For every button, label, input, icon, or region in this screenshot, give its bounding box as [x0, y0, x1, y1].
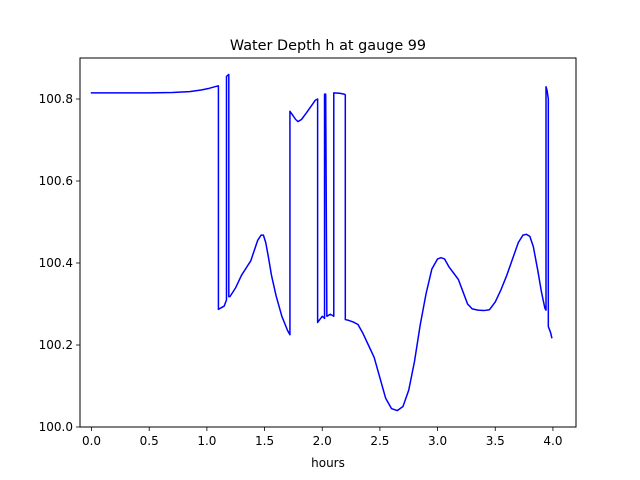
x-tick-label: 1.0 — [197, 434, 216, 448]
y-axis-ticks: 100.0 100.2 100.4 100.6 100.8 — [39, 92, 80, 434]
x-axis-title: hours — [311, 456, 345, 470]
x-tick-label: 0.5 — [140, 434, 159, 448]
y-tick-label: 100.4 — [39, 256, 73, 270]
y-tick-label: 100.2 — [39, 338, 73, 352]
x-tick-label: 3.5 — [486, 434, 505, 448]
y-tick-label: 100.6 — [39, 174, 73, 188]
x-tick-label: 2.0 — [313, 434, 332, 448]
y-tick-label: 100.0 — [39, 420, 73, 434]
axes-frame — [79, 57, 577, 428]
y-tick-label: 100.8 — [39, 92, 73, 106]
plot-area — [90, 73, 553, 412]
x-tick-label: 2.5 — [370, 434, 389, 448]
x-tick-label: 1.5 — [255, 434, 274, 448]
x-axis-ticks: 0.0 0.5 1.0 1.5 2.0 2.5 3.0 3.5 4.0 — [82, 427, 562, 448]
chart-title: Water Depth h at gauge 99 — [230, 38, 426, 54]
x-tick-label: 0.0 — [82, 434, 101, 448]
x-tick-label: 4.0 — [543, 434, 562, 448]
x-tick-label: 3.0 — [428, 434, 447, 448]
series-line-0 — [90, 73, 553, 412]
